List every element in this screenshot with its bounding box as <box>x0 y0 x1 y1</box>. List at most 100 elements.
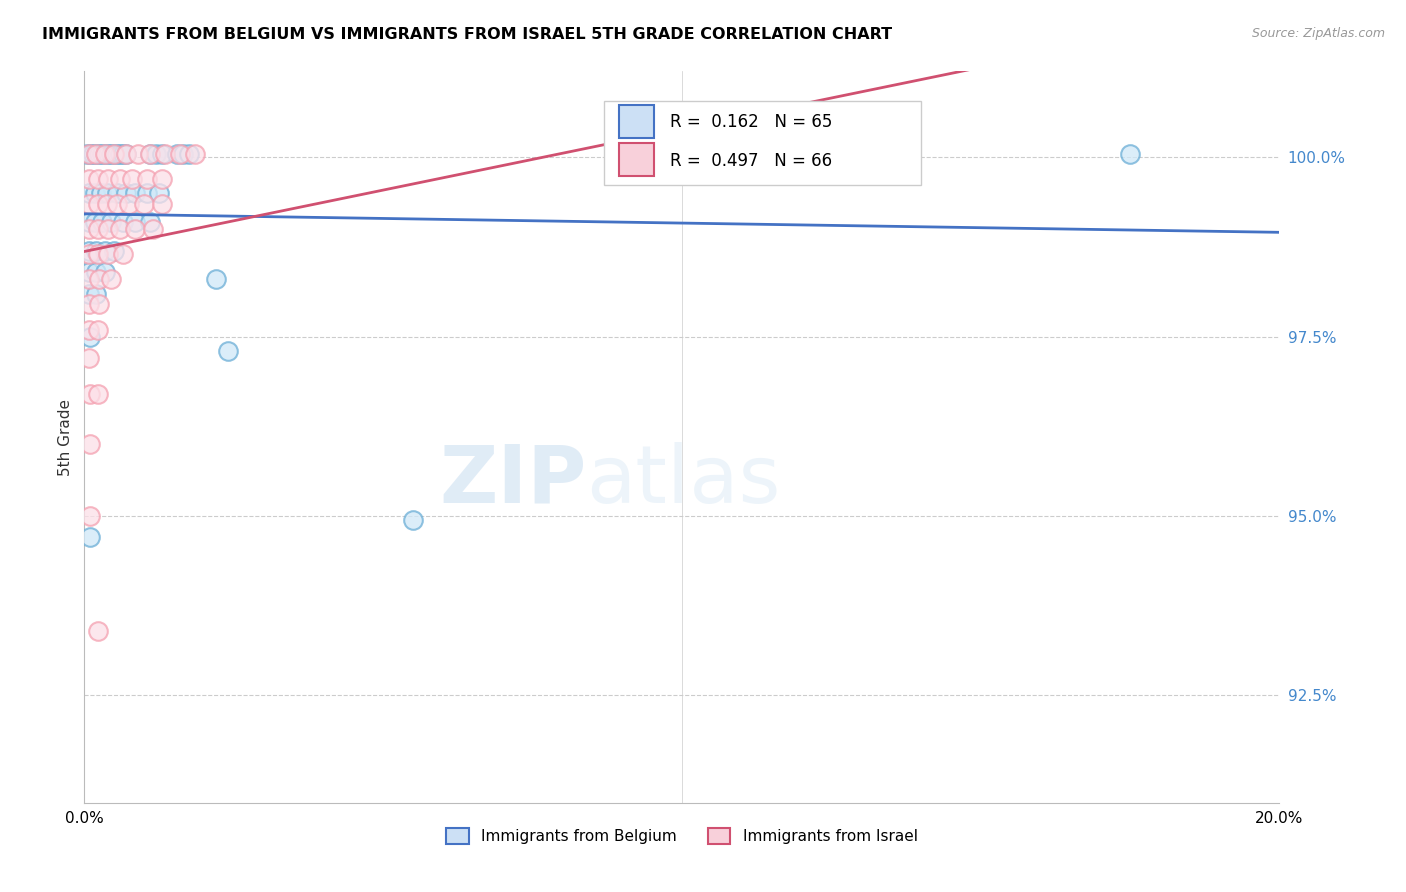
Point <box>124 222 146 236</box>
Point <box>90 186 112 201</box>
Point <box>100 215 122 229</box>
Point <box>96 186 118 201</box>
Text: R =  0.497   N = 66: R = 0.497 N = 66 <box>671 153 832 170</box>
Point <box>86 286 108 301</box>
Point <box>77 351 100 366</box>
Point <box>880 146 903 161</box>
Point <box>97 247 120 261</box>
Point <box>91 146 114 161</box>
Point <box>89 146 111 161</box>
Point <box>105 146 128 161</box>
Point <box>124 215 146 229</box>
Point <box>139 146 162 161</box>
Point <box>105 197 128 211</box>
Point <box>150 172 173 186</box>
Point <box>124 186 146 201</box>
Point <box>184 146 207 161</box>
Point <box>142 222 165 236</box>
Text: atlas: atlas <box>586 442 780 520</box>
Point <box>97 146 120 161</box>
Point <box>77 172 100 186</box>
Point <box>112 247 135 261</box>
Point <box>86 322 108 336</box>
Point <box>91 215 114 229</box>
Point <box>86 247 108 261</box>
Point <box>103 146 125 161</box>
Point <box>103 146 125 161</box>
Point <box>86 387 108 401</box>
Point <box>79 329 101 343</box>
Point <box>77 222 100 236</box>
Point <box>110 172 132 186</box>
Point <box>77 272 100 286</box>
Point <box>100 272 122 286</box>
Y-axis label: 5th Grade: 5th Grade <box>58 399 73 475</box>
FancyBboxPatch shape <box>619 104 654 137</box>
Point <box>150 197 173 211</box>
FancyBboxPatch shape <box>619 144 654 177</box>
Point <box>136 186 159 201</box>
FancyBboxPatch shape <box>605 101 921 185</box>
Point <box>115 146 138 161</box>
Point <box>1119 146 1142 161</box>
Point <box>86 265 108 279</box>
Point <box>86 146 108 161</box>
Text: Source: ZipAtlas.com: Source: ZipAtlas.com <box>1251 27 1385 40</box>
Point <box>77 265 100 279</box>
Point <box>172 146 194 161</box>
Text: R =  0.162   N = 65: R = 0.162 N = 65 <box>671 112 832 130</box>
Point <box>84 186 107 201</box>
Text: IMMIGRANTS FROM BELGIUM VS IMMIGRANTS FROM ISRAEL 5TH GRADE CORRELATION CHART: IMMIGRANTS FROM BELGIUM VS IMMIGRANTS FR… <box>42 27 893 42</box>
Point <box>86 244 108 258</box>
Point <box>139 146 162 161</box>
Point <box>86 197 108 211</box>
Point <box>86 222 108 236</box>
Point <box>177 146 200 161</box>
Point <box>77 297 100 311</box>
Point <box>112 215 135 229</box>
Point <box>79 387 101 401</box>
Point <box>127 146 149 161</box>
Point <box>77 247 100 261</box>
Point <box>145 146 167 161</box>
Point <box>402 512 425 526</box>
Point <box>153 146 176 161</box>
Point <box>103 244 125 258</box>
Point <box>82 146 104 161</box>
Point <box>112 146 135 161</box>
Point <box>132 197 156 211</box>
Point <box>77 146 100 161</box>
Point <box>76 146 98 161</box>
Text: ZIP: ZIP <box>439 442 586 520</box>
Point <box>97 172 120 186</box>
Point <box>115 186 138 201</box>
Point <box>79 146 101 161</box>
Point <box>97 222 120 236</box>
Point <box>77 215 100 229</box>
Point <box>77 286 100 301</box>
Point <box>121 172 143 186</box>
Point <box>79 508 101 523</box>
Point <box>89 272 111 286</box>
Point <box>89 297 111 311</box>
Point <box>115 146 138 161</box>
Point <box>150 146 173 161</box>
Point <box>77 322 100 336</box>
Point <box>84 215 107 229</box>
Point <box>110 222 132 236</box>
Point <box>94 265 117 279</box>
Point <box>94 146 117 161</box>
Point <box>118 197 141 211</box>
Point <box>136 172 159 186</box>
Point <box>86 624 108 638</box>
Point <box>169 146 191 161</box>
Point <box>77 244 100 258</box>
Point <box>205 272 228 286</box>
Point <box>94 244 117 258</box>
Legend: Immigrants from Belgium, Immigrants from Israel: Immigrants from Belgium, Immigrants from… <box>440 822 924 850</box>
Point <box>86 146 108 161</box>
Point <box>77 197 100 211</box>
Point <box>148 186 170 201</box>
Point <box>79 531 101 545</box>
Point <box>86 172 108 186</box>
